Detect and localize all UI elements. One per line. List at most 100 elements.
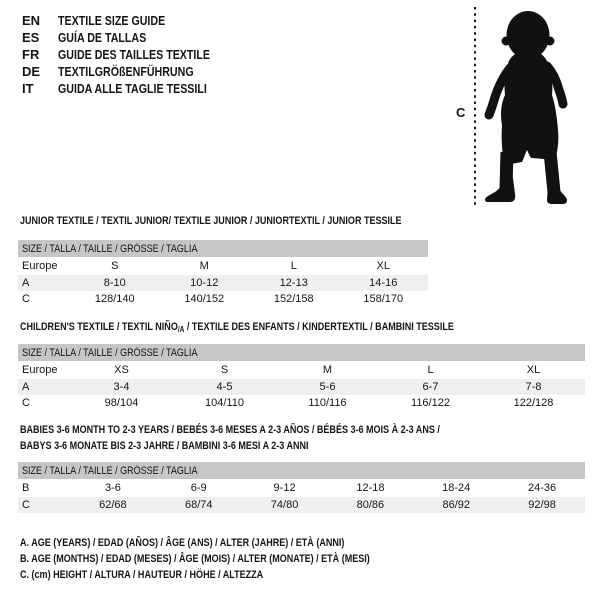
table-cell: 86/92 [442,498,470,511]
language-row: ES GUÍA DE TALLAS [22,29,243,46]
table-cell: 9-12 [273,482,296,495]
size-header-text: SIZE / TALLA / TAILLE / GRÖSSE / TAGLIA [22,346,198,359]
language-code: DE [22,64,41,79]
table-cell: 5-6 [319,380,336,393]
table-cell: XL [376,260,390,273]
children-size-table: SIZE / TALLA / TAILLE / GRÖSSE / TAGLIA … [18,344,585,412]
table-cell: 10-12 [190,276,219,289]
table-row-sizes: Europe S M L XL [18,258,428,275]
table-cell: 3-6 [104,482,121,495]
row-label: Europe [22,364,58,377]
table-cell: 24-36 [527,482,557,495]
language-title: GUIDA ALLE TAGLIE TESSILI [58,81,207,96]
junior-size-table: SIZE / TALLA / TAILLE / GRÖSSE / TAGLIA … [18,240,428,308]
legend-line-b: B. AGE (MONTHS) / EDAD (MESES) / ÂGE (MO… [20,551,447,567]
language-title: GUIDE DES TAILLES TEXTILE [58,47,211,62]
language-code: FR [22,47,40,62]
size-header-text: SIZE / TALLA / TAILLE / GRÖSSE / TAGLIA [22,464,198,477]
row-label: C [22,397,30,410]
toddler-body [484,11,568,204]
table-row-age: A 3-4 4-5 5-6 6-7 7-8 [18,378,585,395]
row-label: B [22,482,30,495]
language-code: EN [22,13,41,28]
table-cell: 6-9 [190,482,207,495]
legend: A. AGE (YEARS) / EDAD (AÑOS) / ÂGE (ANS)… [20,535,447,583]
table-cell: 98/104 [104,397,139,410]
table-cell: 116/122 [411,397,450,410]
table-cell: 8-10 [103,276,126,289]
language-code: IT [22,81,34,96]
table-cell: 74/80 [270,498,299,511]
table-row-height: C 98/104 104/110 110/116 116/122 122/128 [18,395,585,412]
language-row: FR GUIDE DES TAILLES TEXTILE [22,46,243,63]
size-header-bar: SIZE / TALLA / TAILLE / GRÖSSE / TAGLIA [18,344,585,361]
table-row-age: A 8-10 10-12 12-13 14-16 [18,274,428,291]
children-section-title: CHILDREN'S TEXTILE / TEXTIL NIÑO/A / TEX… [20,319,549,338]
legend-line-c: C. (cm) HEIGHT / ALTURA / HAUTEUR / HÖHE… [20,567,447,583]
table-cell: 12-13 [279,276,308,289]
language-row: IT GUIDA ALLE TAGLIE TESSILI [22,80,243,97]
language-code: ES [22,30,40,45]
table-cell: 12-18 [356,482,385,495]
table-cell: 68/74 [184,498,213,511]
toddler-silhouette [474,7,568,207]
children-title-sub: /A [177,325,185,334]
row-label: A [22,276,30,289]
table-cell: L [427,364,434,377]
table-cell: S [220,364,229,377]
table-cell: 7-8 [525,380,542,393]
table-cell: 110/116 [308,397,347,410]
language-row: DE TEXTILGRÖßENFÜHRUNG [22,63,243,80]
table-cell: 152/158 [273,293,314,306]
size-header-bar: SIZE / TALLA / TAILLE / GRÖSSE / TAGLIA [18,240,428,257]
table-row-months: B 3-6 6-9 9-12 12-18 18-24 24-36 [18,480,585,497]
size-header-text: SIZE / TALLA / TAILLE / GRÖSSE / TAGLIA [22,242,198,255]
table-cell: 4-5 [216,380,233,393]
table-cell: 6-7 [422,380,439,393]
junior-section-title: JUNIOR TEXTILE / TEXTIL JUNIOR/ TEXTILE … [20,213,485,229]
table-cell: 140/152 [184,293,225,306]
table-cell: 3-4 [113,380,130,393]
junior-section-title-text: JUNIOR TEXTILE / TEXTIL JUNIOR/ TEXTILE … [20,215,402,227]
table-cell: 92/98 [528,498,556,511]
babies-section-title: BABIES 3-6 MONTH TO 2-3 YEARS / BEBÉS 3-… [20,422,532,454]
table-row-height: C 128/140 140/152 152/158 158/170 [18,291,428,308]
table-row-height: C 62/68 68/74 74/80 80/86 86/92 92/98 [18,496,585,513]
table-cell: 158/170 [363,293,404,306]
babies-size-table: SIZE / TALLA / TAILLE / GRÖSSE / TAGLIA … [18,462,585,513]
table-cell: 18-24 [442,482,471,495]
children-title-pre: CHILDREN'S TEXTILE / TEXTIL NIÑO [20,321,178,333]
row-label: A [22,380,30,393]
table-cell: 62/68 [99,498,127,511]
babies-title-line2: BABYS 3-6 MONATE BIS 2-3 JAHRE / BAMBINI… [20,440,309,452]
table-cell: 128/140 [94,293,135,306]
table-cell: XL [526,364,541,377]
table-cell: 14-16 [369,276,398,289]
table-cell: S [111,260,119,273]
language-row: EN TEXTILE SIZE GUIDE [22,12,243,29]
row-label: Europe [22,260,58,273]
language-title: GUÍA DE TALLAS [58,30,147,45]
row-label: C [22,293,30,306]
legend-line-a-text: A. AGE (YEARS) / EDAD (AÑOS) / ÂGE (ANS)… [20,537,345,549]
table-cell: L [290,260,297,273]
language-title: TEXTILE SIZE GUIDE [58,13,166,28]
legend-line-b-text: B. AGE (MONTHS) / EDAD (MESES) / ÂGE (MO… [20,553,370,565]
size-header-bar: SIZE / TALLA / TAILLE / GRÖSSE / TAGLIA [18,462,585,479]
language-title-list: EN TEXTILE SIZE GUIDE ES GUÍA DE TALLAS … [22,12,243,97]
table-cell: 122/128 [513,397,554,410]
legend-line-c-text: C. (cm) HEIGHT / ALTURA / HAUTEUR / HÖHE… [20,569,264,581]
table-cell: 80/86 [356,498,385,511]
table-cell: M [199,260,209,273]
children-title-post: / TEXTILE DES ENFANTS / KINDERTEXTIL / B… [184,321,454,333]
row-label: C [22,498,30,511]
table-cell: M [322,364,333,377]
table-cell: XS [114,364,129,377]
table-cell: 104/110 [205,397,244,410]
legend-line-a: A. AGE (YEARS) / EDAD (AÑOS) / ÂGE (ANS)… [20,535,447,551]
height-label-c: C [456,105,466,120]
table-row-sizes: Europe XS S M L XL [18,362,585,379]
babies-title-line1: BABIES 3-6 MONTH TO 2-3 YEARS / BEBÉS 3-… [20,424,440,436]
children-section-title-text: CHILDREN'S TEXTILE / TEXTIL NIÑO/A / TEX… [20,319,454,338]
